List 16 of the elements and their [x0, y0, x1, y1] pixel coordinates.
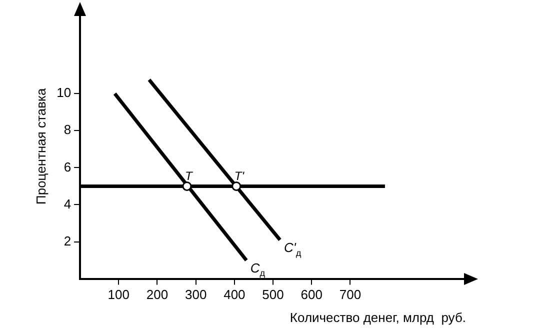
y-tick-label: 8: [64, 122, 72, 138]
y-tick-label: 6: [64, 159, 72, 174]
x-tick-label: 300: [184, 287, 207, 302]
y-axis-title: Процентная ставка: [33, 88, 48, 204]
x-tick-label: 500: [262, 287, 284, 302]
x-tick-label: 200: [146, 287, 168, 302]
x-tick-label: 600: [300, 287, 322, 302]
x-tick-label: 100: [108, 287, 130, 302]
x-axis-title: Количество денег, млрд руб.: [290, 310, 466, 325]
x-tick-label: 700: [339, 287, 362, 302]
annotation: T: [184, 169, 194, 184]
y-tick-label: 2: [64, 233, 72, 248]
y-tick-label: 4: [64, 196, 72, 212]
y-tick-label: 10: [56, 85, 72, 100]
x-tick-label: 400: [224, 287, 246, 302]
annotation: T': [234, 169, 245, 184]
